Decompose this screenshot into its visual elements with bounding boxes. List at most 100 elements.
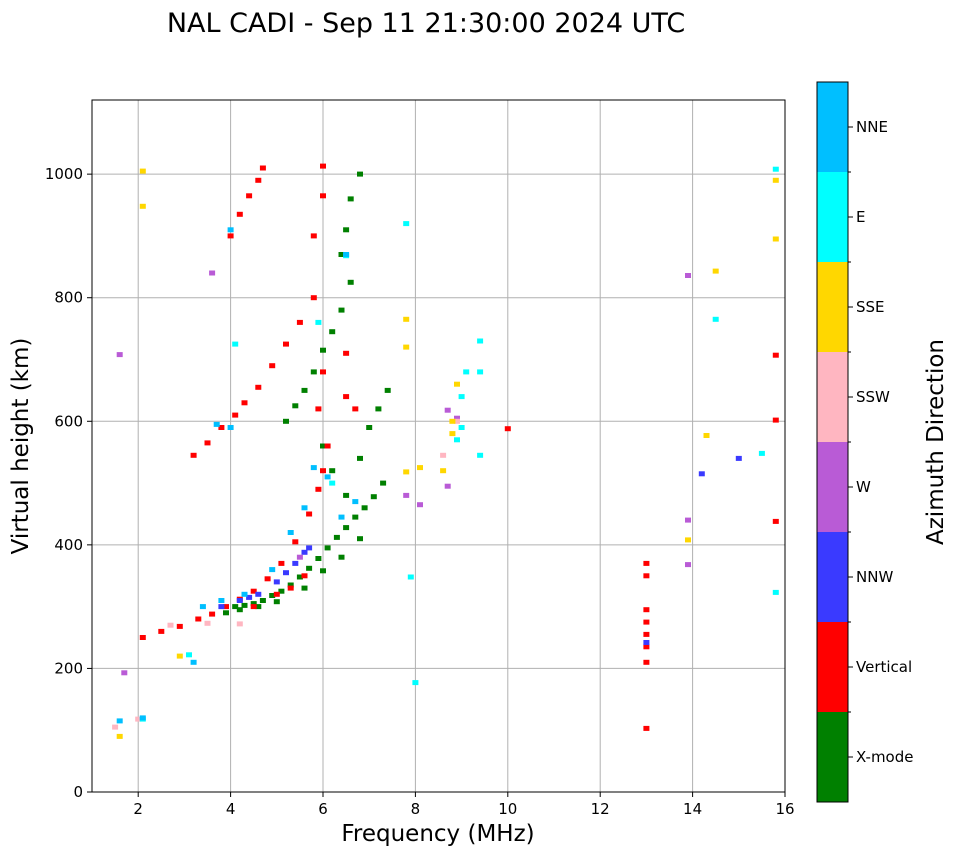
data-point (139, 168, 146, 174)
data-point (343, 525, 350, 531)
data-point (477, 369, 484, 375)
x-tick-label: 4 (226, 800, 236, 818)
colorbar-segment (817, 532, 848, 622)
data-point (278, 560, 285, 566)
data-point (209, 270, 216, 276)
data-point (259, 598, 266, 603)
data-point (306, 545, 313, 551)
data-point (772, 236, 779, 242)
data-point (477, 452, 484, 458)
y-tick-label: 600 (54, 412, 83, 430)
data-point (310, 465, 317, 471)
y-tick-label: 0 (73, 783, 83, 801)
data-point (315, 556, 322, 561)
x-tick-label: 10 (498, 800, 517, 818)
data-point (366, 425, 373, 430)
chart-title: NAL CADI - Sep 11 21:30:00 2024 UTC (167, 8, 685, 39)
y-tick-label: 1000 (45, 165, 83, 183)
data-point (772, 417, 779, 423)
data-point (246, 193, 253, 199)
series-sse (116, 168, 779, 739)
data-point (176, 653, 183, 659)
data-point (292, 539, 299, 545)
data-point (315, 486, 322, 492)
data-point (772, 352, 779, 358)
data-point (135, 716, 142, 722)
data-point (685, 517, 691, 523)
colorbar-segment (817, 82, 848, 172)
data-point (227, 227, 234, 233)
data-point (250, 588, 257, 594)
data-point (643, 631, 650, 637)
data-point (643, 560, 650, 566)
data-point (352, 406, 359, 412)
data-point (403, 469, 410, 475)
x-axis-ticks: 2 4 6 8 10 12 14 16 (133, 792, 795, 818)
data-point (273, 599, 280, 605)
data-point (236, 598, 243, 603)
data-point (283, 341, 289, 347)
data-point (417, 502, 423, 508)
data-point (772, 177, 779, 183)
data-point (352, 514, 359, 520)
data-point (343, 252, 350, 257)
data-point (158, 628, 165, 634)
data-point (250, 604, 257, 610)
data-point (352, 499, 359, 505)
data-point (338, 307, 345, 313)
data-point (259, 165, 266, 171)
data-series (112, 163, 779, 739)
data-point (269, 593, 276, 598)
x-tick-label: 16 (775, 800, 794, 818)
data-point (403, 316, 410, 322)
data-point (343, 492, 350, 498)
data-point (176, 623, 183, 629)
colorbar-segment (817, 712, 848, 802)
data-point (283, 418, 289, 424)
data-point (333, 534, 340, 540)
data-point (347, 279, 354, 285)
data-point (227, 233, 234, 239)
data-point (347, 196, 354, 202)
data-point (301, 387, 308, 393)
y-axis-label: Virtual height (km) (8, 338, 34, 555)
colorbar: X-mode Vertical NNW W SSW SSE E NNE (816, 81, 913, 803)
data-point (218, 598, 225, 603)
colorbar-label: Azimuth Direction (923, 339, 949, 545)
data-point (273, 579, 280, 585)
data-point (454, 415, 460, 421)
y-tick-label: 200 (54, 659, 83, 677)
data-point (458, 425, 465, 430)
x-tick-label: 2 (133, 800, 143, 818)
x-tick-label: 14 (683, 800, 702, 818)
data-point (338, 514, 345, 520)
data-point (320, 347, 326, 353)
colorbar-tick-label: E (856, 208, 865, 226)
data-point (449, 431, 456, 437)
x-axis-label: Frequency (MHz) (341, 821, 534, 847)
data-point (320, 369, 326, 375)
data-point (384, 387, 391, 393)
data-point (116, 352, 123, 358)
data-point (315, 406, 322, 412)
data-point (310, 233, 317, 239)
data-point (403, 344, 410, 350)
data-point (116, 718, 123, 724)
data-point (306, 511, 313, 517)
data-point (735, 455, 742, 461)
data-point (324, 474, 331, 480)
data-point (504, 426, 511, 432)
data-point (121, 670, 128, 676)
data-point (236, 211, 243, 217)
series-nnw (218, 455, 742, 645)
colorbar-segment (817, 442, 848, 532)
data-point (223, 610, 229, 616)
data-point (772, 166, 779, 172)
x-tick-label: 12 (591, 800, 610, 818)
data-point (357, 455, 363, 461)
data-point (685, 562, 691, 568)
data-point (269, 363, 276, 369)
data-point (412, 680, 419, 686)
data-point (698, 471, 705, 477)
